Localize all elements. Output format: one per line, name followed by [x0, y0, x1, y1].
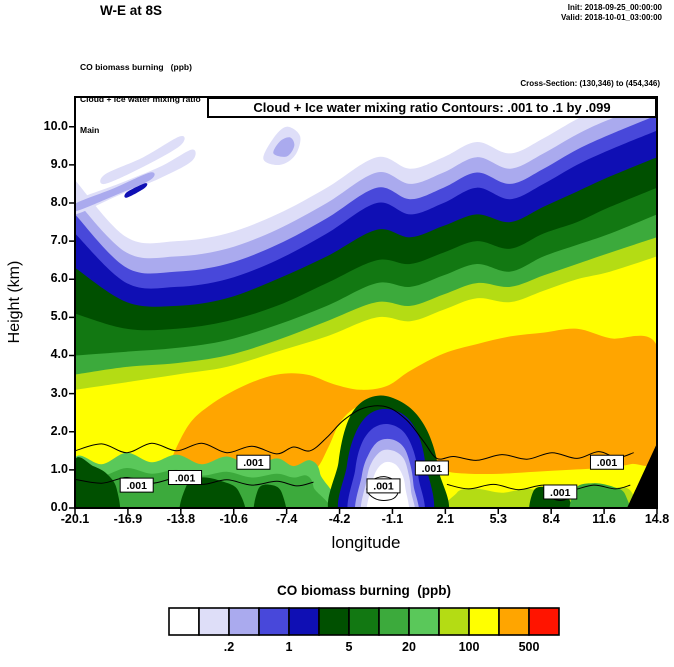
contour-label-text: .001 — [373, 481, 394, 493]
run-timestamps: Init: 2018-09-25_00:00:00 Valid: 2018-10… — [561, 3, 662, 23]
y-tick-label: 3.0 — [50, 385, 68, 400]
colorbar-tick-label: 1 — [285, 640, 293, 654]
colorbar-box — [258, 607, 290, 636]
colorbar-box — [228, 607, 260, 636]
field-feature-top-blob-peri — [273, 137, 295, 157]
contour-label-text: .001 — [597, 457, 618, 469]
init-timestamp: Init: 2018-09-25_00:00:00 — [567, 3, 662, 12]
contour-label-box — [119, 477, 154, 493]
x-tick-label: 14.8 — [644, 512, 670, 526]
cloud-contour-line — [75, 405, 634, 461]
x-tick-label: -4.2 — [328, 512, 351, 526]
colorbar — [168, 607, 560, 636]
y-axis-label: Height (km) — [6, 260, 23, 344]
colorbar-box — [378, 607, 410, 636]
x-tick-label: -16.9 — [113, 512, 143, 526]
cloud-contour-overlay: .001 .001 .001 .001 .001 .001 .001 — [75, 405, 634, 501]
colorbar-box — [468, 607, 500, 636]
y-tick-label: 9.0 — [50, 156, 68, 171]
contour-label-box — [589, 454, 624, 470]
y-tick-label: 0.0 — [50, 500, 68, 514]
contour-label-box — [543, 484, 578, 500]
y-tick-label: 1.0 — [50, 461, 68, 476]
x-tick-label: -1.1 — [381, 512, 404, 526]
y-tick-label: 8.0 — [50, 194, 68, 209]
x-tick-label: -13.8 — [166, 512, 196, 526]
field-feature-terrain-wedge — [627, 443, 657, 508]
x-tick-label: 5.3 — [489, 512, 507, 526]
colorbar-box — [498, 607, 530, 636]
contour-label-box — [414, 460, 449, 476]
colorbar-tick-label: 100 — [458, 640, 480, 654]
colorbar-box — [528, 607, 560, 636]
field-feature-streak-navy-dash — [124, 183, 148, 198]
x-tick-label: -10.6 — [219, 512, 248, 526]
contour-info-box: Cloud + Ice water mixing ratio Contours:… — [207, 97, 657, 118]
x-tick-label: 2.1 — [436, 512, 455, 526]
colorbar-box — [168, 607, 200, 636]
colorbar-tick-label: 500 — [518, 640, 540, 654]
x-tick-label: -7.4 — [275, 512, 298, 526]
x-tick-label: 11.6 — [592, 512, 616, 526]
colorbar-title: CO biomass burning (ppb) — [277, 583, 451, 598]
contour-label-box — [366, 478, 401, 494]
contour-label-text: .001 — [175, 472, 196, 484]
field-feature-streak-lav-2 — [100, 135, 185, 185]
contour-label-box — [236, 454, 271, 470]
colorbar-box — [348, 607, 380, 636]
field-feature-surface-dark-2 — [179, 477, 246, 508]
contour-label-box — [168, 469, 203, 485]
y-tick-label: 10.0 — [43, 118, 68, 133]
contour-label-text: .001 — [243, 457, 264, 469]
field-line-co: CO biomass burning (ppb) — [80, 62, 192, 72]
x-tick-label: -20.1 — [60, 512, 90, 526]
colorbar-box — [318, 607, 350, 636]
x-tick-label: 8.4 — [542, 512, 560, 526]
contour-label-text: .001 — [422, 463, 443, 475]
filled-contour-field — [75, 97, 657, 508]
y-tick-label: 5.0 — [50, 309, 68, 324]
page-title: W-E at 8S — [100, 3, 162, 18]
colorbar-box — [408, 607, 440, 636]
y-tick-label: 6.0 — [50, 271, 68, 286]
valid-timestamp: Valid: 2018-10-01_03:00:00 — [561, 13, 662, 22]
cross-section-label: Cross-Section: (130,346) to (454,346) — [520, 79, 660, 88]
colorbar-box — [198, 607, 230, 636]
y-tick-label: 4.0 — [50, 347, 68, 362]
contour-label-text: .001 — [550, 487, 571, 499]
x-axis-label: longitude — [331, 533, 401, 552]
colorbar-tick-label: 5 — [345, 640, 353, 654]
field-feature-surface-dark-3 — [253, 484, 287, 508]
field-line-main: Main — [80, 125, 100, 135]
colorbar-tick-label: .2 — [223, 640, 235, 654]
field-feature-orange-plume — [166, 328, 657, 479]
y-tick-label: 7.0 — [50, 233, 68, 248]
field-feature-streak-peri — [75, 172, 155, 212]
colorbar-tick-label: 20 — [402, 640, 416, 654]
contour-info-text: Cloud + Ice water mixing ratio Contours:… — [253, 100, 611, 115]
field-feature-surface-dark-1 — [75, 457, 121, 508]
y-tick-label: 2.0 — [50, 423, 68, 438]
field-feature-surface-right-mid — [569, 483, 631, 508]
contour-label-text: .001 — [126, 480, 147, 492]
colorbar-box — [438, 607, 470, 636]
colorbar-box — [288, 607, 320, 636]
